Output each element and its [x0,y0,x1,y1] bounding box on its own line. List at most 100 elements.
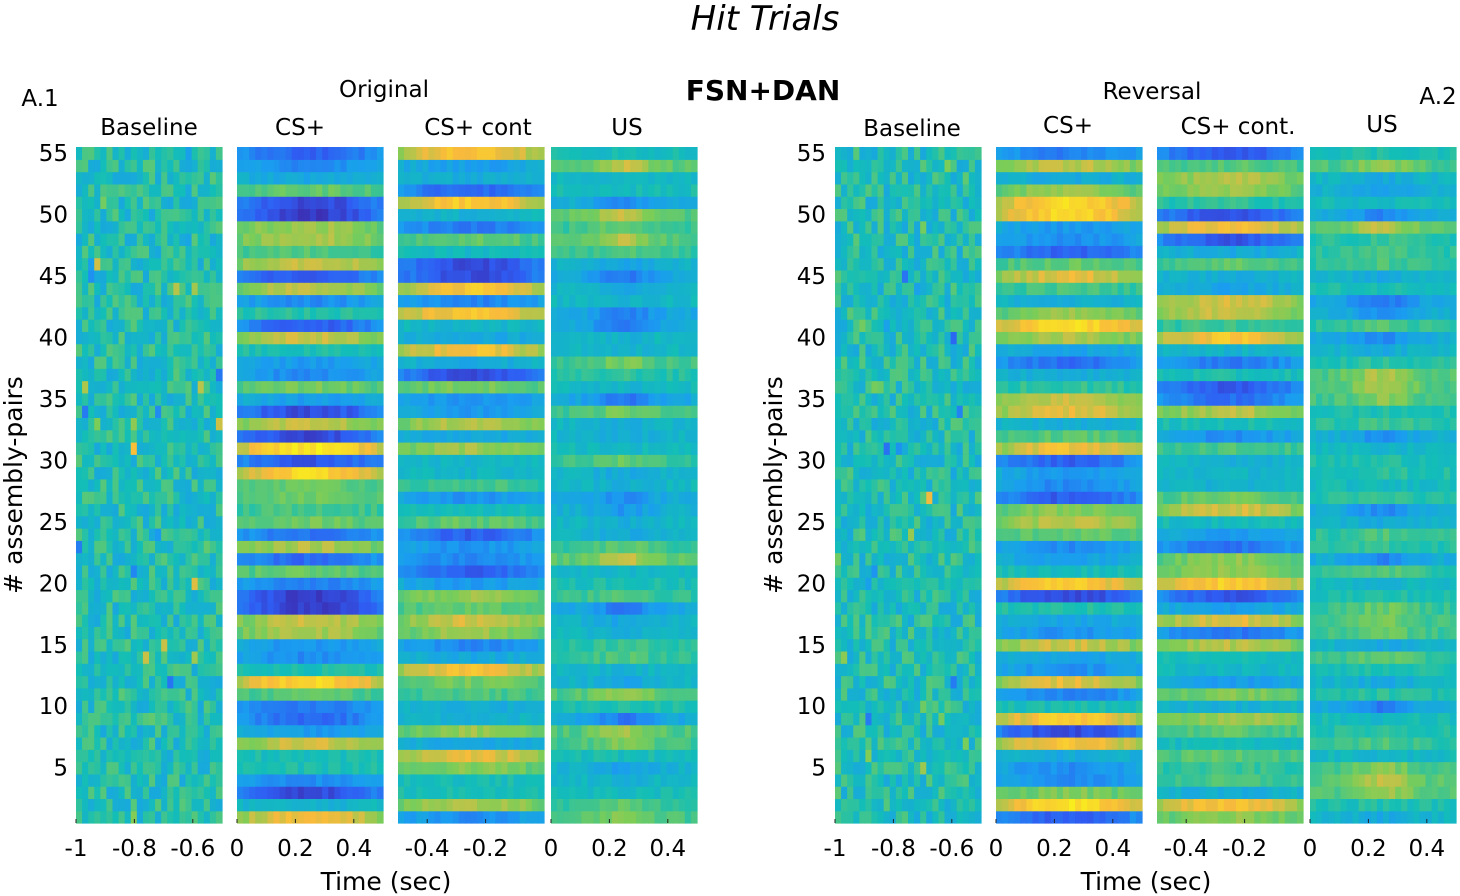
heatmap-cell [334,405,342,418]
heatmap-cell [273,712,281,726]
heatmap-cell [446,183,454,197]
heatmap-cell [76,761,83,775]
heatmap-cell [477,749,484,763]
heatmap-cell [422,503,430,517]
heatmap-cell [237,724,244,738]
heatmap-cell [624,663,631,677]
heatmap-cell [297,478,305,492]
heatmap-cell [410,343,417,357]
heatmap-cell [519,208,527,222]
heatmap-cell [666,712,674,726]
heatmap-cell [249,183,256,197]
heatmap-cell [575,515,583,529]
heatmap-cell [458,294,466,308]
heatmap-cell [237,319,244,332]
heatmap-cell [297,810,305,824]
heatmap-cell [255,466,262,480]
heatmap-cell [328,712,335,726]
heatmap-cell [285,540,293,554]
heatmap-cell [161,294,168,308]
heatmap-cell [310,380,317,394]
heatmap-cell [297,171,305,185]
heatmap-cell [422,601,430,615]
heatmap-cell [477,331,484,345]
heatmap-cell [94,171,101,185]
heatmap-cell [666,380,674,394]
heatmap-cell [340,392,348,406]
heatmap-cell [370,491,378,505]
heatmap-cell [489,614,496,627]
heatmap-cell [203,220,211,234]
heatmap-cell [255,589,262,603]
heatmap-cell [82,306,89,320]
heatmap-cell [477,355,484,369]
heatmap-cell [243,577,250,591]
heatmap-cell [185,282,193,296]
heatmap-cell [261,626,269,640]
heatmap-cell [94,700,101,713]
heatmap-cell [310,368,317,382]
heatmap-cell [452,503,460,517]
heatmap-cell [489,208,496,222]
heatmap-cell [531,564,539,578]
heatmap-cell [112,147,120,160]
heatmap-cell [519,515,527,529]
heatmap-cell [203,429,211,443]
heatmap-cell [507,405,515,418]
heatmap-cell [136,577,144,591]
heatmap-cell [215,454,223,468]
heatmap-cell [82,343,89,357]
heatmap-cell [557,478,564,492]
heatmap-cell [209,564,217,578]
heatmap-cell [428,441,436,455]
heatmap-cell [428,503,436,517]
heatmap-cell [352,577,360,591]
heatmap-cell [267,282,275,296]
heatmap-cell [593,540,601,554]
heatmap-cell [340,429,348,443]
heatmap-cell [477,700,484,713]
heatmap-cell [155,552,162,566]
heatmap-cell [94,724,101,738]
heatmap-cell [684,368,692,382]
heatmap-cell [690,417,698,431]
heatmap-cell [291,749,299,763]
heatmap-cell [416,343,423,357]
heatmap-cell [452,429,460,443]
heatmap-cell [611,355,619,369]
heatmap-cell [464,786,472,800]
heatmap-cell [624,626,631,640]
heatmap-cell [142,761,150,775]
heatmap-cell [155,257,162,271]
heatmap-cell [575,650,583,664]
heatmap-cell [376,441,384,455]
heatmap-cell [495,441,503,455]
heatmap-cell [605,675,613,689]
heatmap-cell [346,196,354,210]
heatmap-cell [410,491,417,505]
heatmap-cell [167,749,174,763]
heatmap-cell [249,392,256,406]
heatmap-cell [489,675,496,689]
heatmap-cell [285,257,293,271]
heatmap-cell [569,417,576,431]
heatmap-cell [285,294,293,308]
heatmap-cell [531,503,539,517]
heatmap-cell [654,368,662,382]
heatmap-cell [370,478,378,492]
heatmap-cell [279,515,287,529]
heatmap-cell [185,245,193,259]
heatmap-cell [173,786,181,800]
heatmap-cell [155,515,162,529]
heatmap-cell [197,478,205,492]
heatmap-cell [531,749,539,763]
heatmap-cell [495,196,503,210]
heatmap-cell [297,638,305,652]
heatmap-cell [624,343,631,357]
heatmap-cell [531,269,539,283]
heatmap-cell [611,429,619,443]
heatmap-cell [237,577,244,591]
heatmap-cell [255,601,262,615]
heatmap-cell [404,798,411,812]
heatmap-cell [364,786,372,800]
